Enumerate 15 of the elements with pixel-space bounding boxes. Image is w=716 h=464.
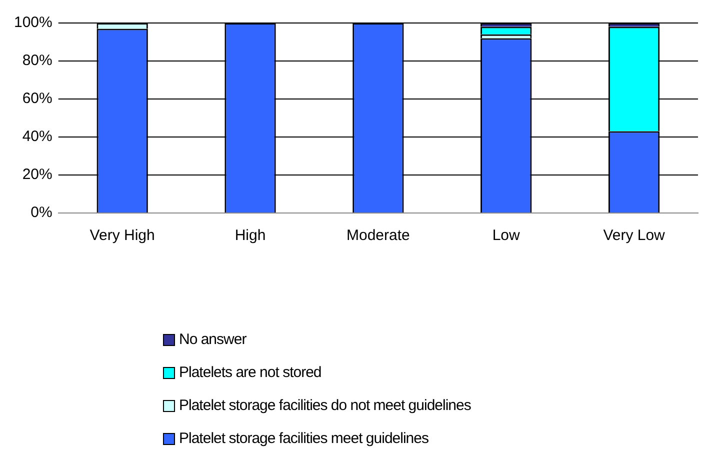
legend-label: Platelets are not stored	[179, 364, 322, 381]
x-tick-label: Moderate	[346, 227, 410, 244]
legend-label: No answer	[179, 331, 246, 348]
y-tick-label: 100%	[14, 14, 52, 32]
x-tick-label: Very Low	[603, 227, 666, 244]
x-tick-label: Very High	[90, 227, 155, 244]
y-tick-label: 0%	[30, 204, 52, 222]
legend-label: Platelet storage facilities meet guidelines	[179, 430, 428, 447]
x-tick-label: High	[234, 227, 266, 244]
y-tick-label: 40%	[22, 128, 52, 146]
legend-label: Platelet storage facilities do not meet guidelines	[179, 397, 471, 414]
y-tick-label: 80%	[22, 52, 52, 70]
x-tick-label: Low	[492, 227, 520, 244]
y-tick-label: 20%	[22, 166, 52, 184]
y-tick-label: 60%	[22, 90, 52, 108]
